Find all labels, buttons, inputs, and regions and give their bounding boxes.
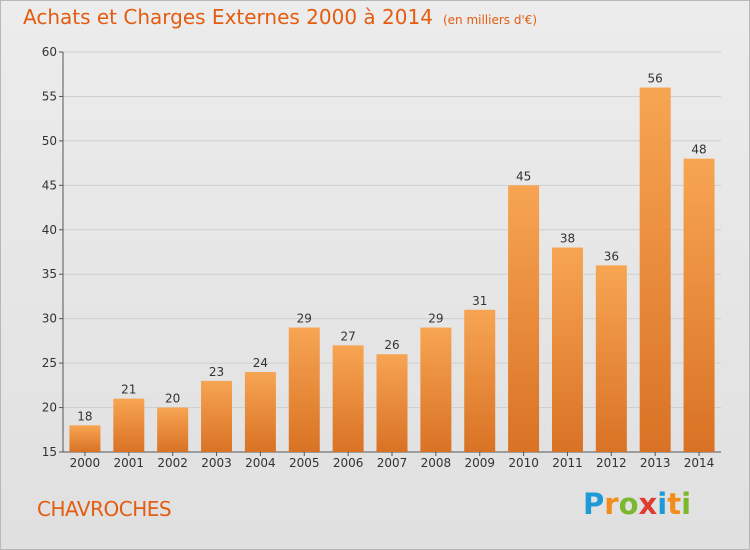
axis-layer: 15 20 25 30 35 40 45 50 55 60 2000 2001 2002 2003 2004… bbox=[42, 45, 721, 470]
x-tick-label: 2014 bbox=[684, 456, 715, 470]
x-tick-label: 2001 bbox=[114, 456, 145, 470]
bar bbox=[683, 158, 715, 452]
x-tick-label: 2008 bbox=[421, 456, 452, 470]
bar bbox=[639, 87, 671, 453]
y-tick-label: 60 bbox=[42, 45, 57, 59]
y-tick-label: 20 bbox=[42, 401, 57, 415]
bar-layer bbox=[69, 87, 715, 453]
bar-value-label: 21 bbox=[121, 383, 136, 397]
bar bbox=[69, 425, 101, 452]
y-tick-label: 55 bbox=[42, 89, 57, 103]
bar-value-label: 45 bbox=[516, 169, 531, 183]
commune-name: CHAVROCHES bbox=[37, 497, 172, 521]
x-tick-label: 2005 bbox=[289, 456, 320, 470]
bar-value-label: 26 bbox=[384, 338, 399, 352]
x-tick-label: 2011 bbox=[552, 456, 583, 470]
bar-value-label: 48 bbox=[691, 143, 706, 157]
x-tick-label: 2002 bbox=[157, 456, 188, 470]
unit-note: (en milliers d'€) bbox=[442, 13, 538, 27]
x-tick-label: 2013 bbox=[640, 456, 671, 470]
y-tick-label: 45 bbox=[42, 178, 57, 192]
bar bbox=[464, 309, 496, 452]
logo-letter: x bbox=[638, 487, 658, 521]
y-tick-label: 30 bbox=[42, 312, 57, 326]
bar bbox=[551, 247, 583, 452]
logo-letter: o bbox=[618, 487, 639, 521]
bar-value-label: 38 bbox=[560, 232, 575, 246]
bar bbox=[420, 327, 452, 452]
x-tick-label: 2012 bbox=[596, 456, 627, 470]
bar bbox=[508, 185, 540, 453]
bar-value-label: 23 bbox=[209, 365, 224, 379]
y-tick-label: 50 bbox=[42, 134, 57, 148]
bar bbox=[376, 354, 408, 452]
bar-value-label: 29 bbox=[297, 312, 312, 326]
bar bbox=[113, 398, 145, 452]
label-layer: 18 21 20 23 24 29 27 26 29 31 45 38 36 56 48 bbox=[77, 72, 706, 424]
chart-title-text: Achats et Charges Externes 2000 à 2014 bbox=[23, 5, 433, 29]
x-tick-label: 2003 bbox=[201, 456, 232, 470]
bar bbox=[244, 372, 276, 452]
bar bbox=[288, 327, 320, 452]
y-tick-label: 25 bbox=[42, 356, 57, 370]
bar bbox=[332, 345, 364, 452]
bar-value-label: 24 bbox=[253, 356, 268, 370]
x-tick-label: 2009 bbox=[464, 456, 495, 470]
proxiti-logo[interactable]: Proxiti bbox=[583, 487, 691, 521]
x-tick-label: 2006 bbox=[333, 456, 364, 470]
bar-value-label: 18 bbox=[77, 409, 92, 423]
bar bbox=[157, 407, 189, 452]
chart-title: Achats et Charges Externes 2000 à 2014 (e… bbox=[23, 5, 537, 29]
x-tick-label: 2007 bbox=[377, 456, 408, 470]
logo-letter: P bbox=[583, 487, 605, 521]
bar-value-label: 36 bbox=[604, 249, 619, 263]
bar bbox=[201, 380, 233, 452]
logo-letter: i bbox=[657, 487, 668, 521]
logo-letter: t bbox=[667, 487, 682, 521]
logo-letter: r bbox=[604, 487, 619, 521]
x-tick-label: 2004 bbox=[245, 456, 276, 470]
bar-value-label: 27 bbox=[340, 329, 355, 343]
y-tick-label: 35 bbox=[42, 267, 57, 281]
bar-value-label: 29 bbox=[428, 312, 443, 326]
y-tick-label: 15 bbox=[42, 445, 57, 459]
bar-value-label: 31 bbox=[472, 294, 487, 308]
x-tick-label: 2000 bbox=[70, 456, 101, 470]
y-tick-label: 40 bbox=[42, 223, 57, 237]
bar-value-label: 56 bbox=[648, 72, 663, 86]
bar-value-label: 20 bbox=[165, 392, 180, 406]
bar bbox=[595, 265, 627, 452]
logo-letter: i bbox=[681, 487, 692, 521]
x-tick-label: 2010 bbox=[508, 456, 539, 470]
